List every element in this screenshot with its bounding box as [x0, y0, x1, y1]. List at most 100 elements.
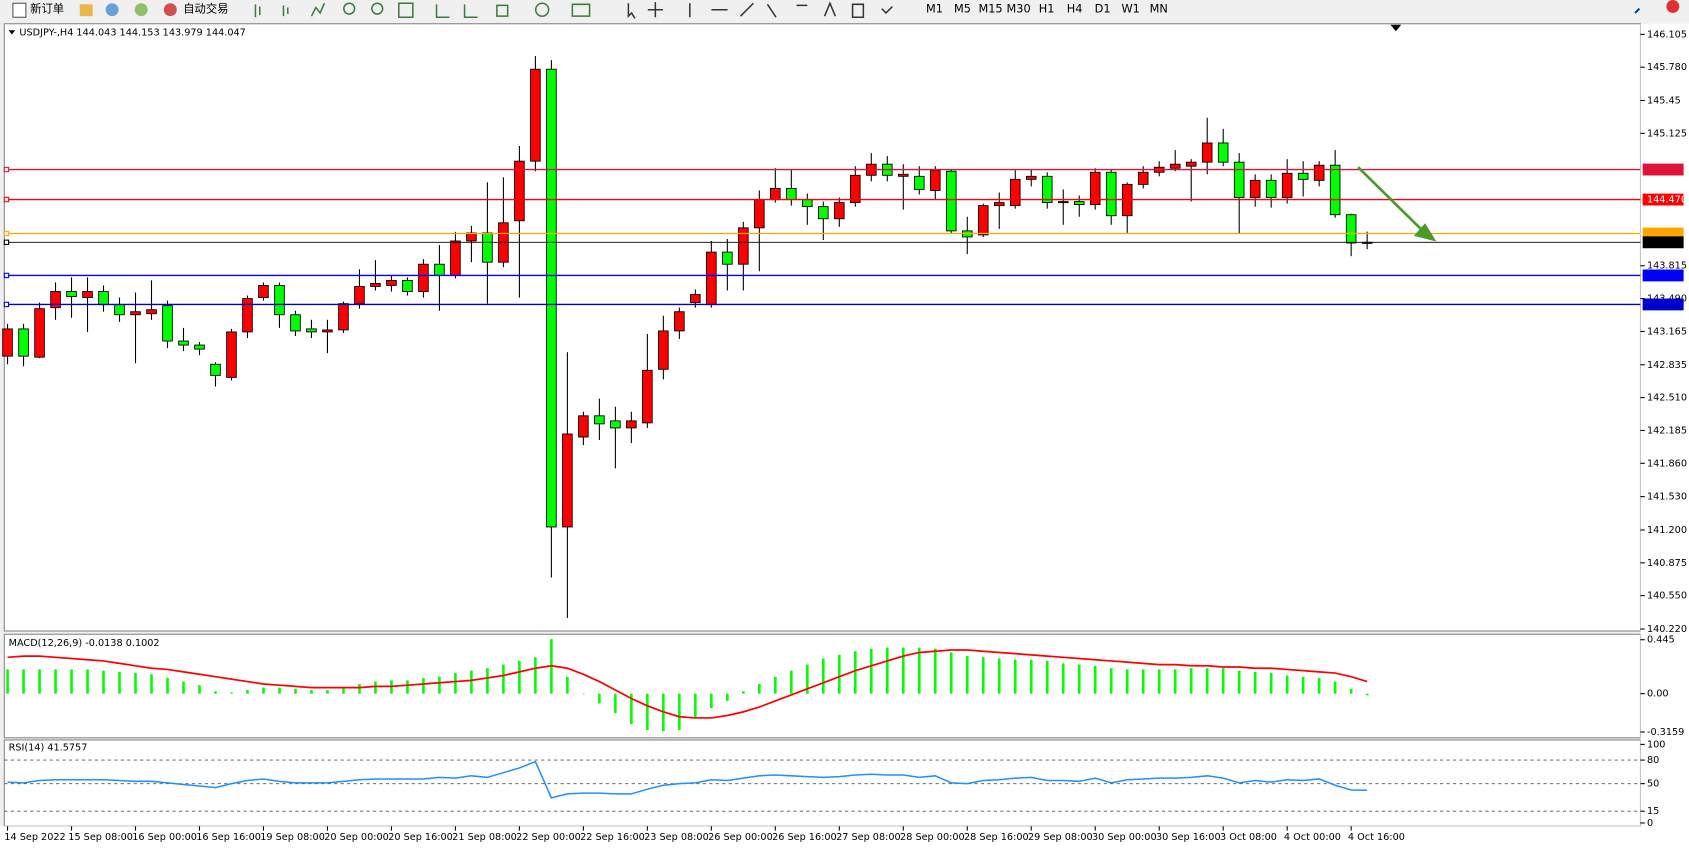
- candle-body: [738, 227, 749, 265]
- candle-body: [898, 173, 909, 177]
- macd-bar: [342, 687, 345, 694]
- candle-body: [706, 251, 717, 306]
- price-axis: [1640, 23, 1689, 827]
- candle-body: [66, 291, 77, 297]
- candle-body: [1217, 142, 1229, 163]
- x-tick-label: 20 Sep 16:00: [388, 832, 453, 843]
- macd-bar: [310, 690, 313, 694]
- macd-bar: [1221, 668, 1225, 694]
- macd-bar: [406, 680, 409, 694]
- timeframe-button[interactable]: M5: [954, 2, 971, 16]
- macd-bar: [1109, 668, 1113, 694]
- candle-body: [1105, 171, 1117, 217]
- macd-bar: [134, 673, 137, 694]
- candle-body: [610, 420, 621, 429]
- toolbar: 新订单 自动交易 M1 M5 M15 M30 H1 H4 D1 W1 MN: [0, 0, 1689, 22]
- candle-body: [98, 291, 109, 306]
- macd-bar: [22, 669, 25, 694]
- y-tick-label: 141.200: [1647, 525, 1687, 536]
- toolbar-bg: [0, 0, 1689, 22]
- rsi-line: [7, 760, 1368, 799]
- timeframe-button[interactable]: M15: [978, 2, 1002, 16]
- timeframe-button[interactable]: MN: [1150, 2, 1168, 16]
- new-order-button[interactable]: 新订单: [30, 2, 64, 16]
- y-tick-label: 15: [1647, 806, 1659, 817]
- y-tick-label: 0.445: [1647, 635, 1675, 646]
- candle-body: [242, 298, 253, 333]
- search-icon[interactable]: [1634, 7, 1641, 14]
- timeframe-button[interactable]: M30: [1007, 2, 1031, 16]
- x-tick-label: 26 Sep 16:00: [772, 832, 837, 843]
- macd-bar: [1253, 671, 1257, 694]
- macd-bar: [981, 657, 985, 694]
- candle-body: [450, 240, 461, 276]
- candle-body: [354, 286, 365, 305]
- level-handle: [3, 230, 10, 237]
- x-tick-label: 26 Sep 00:00: [708, 832, 773, 843]
- candle-body: [226, 331, 237, 378]
- y-tick-label: 145.125: [1647, 128, 1687, 139]
- timeframe-button[interactable]: M1: [926, 2, 943, 16]
- macd-bar: [598, 693, 601, 704]
- y-tick-label: 0.00: [1647, 689, 1669, 700]
- candle-body: [818, 206, 829, 220]
- macd-bar: [438, 676, 441, 694]
- timeframe-button[interactable]: H1: [1039, 2, 1055, 16]
- tool-icons[interactable]: [254, 1, 893, 19]
- macd-bar: [742, 691, 745, 694]
- macd-bar: [1365, 693, 1369, 696]
- macd-bar: [1061, 663, 1065, 694]
- new-order-icon[interactable]: [12, 2, 27, 18]
- candle-body: [178, 340, 189, 346]
- tool-icon[interactable]: [79, 4, 93, 17]
- notification-badge[interactable]: [1666, 0, 1680, 13]
- level-label-bg: [1642, 193, 1684, 206]
- macd-bar: [182, 681, 185, 694]
- timeframe-button[interactable]: W1: [1121, 2, 1139, 16]
- macd-bar: [1157, 669, 1161, 694]
- macd-bar: [1077, 664, 1081, 694]
- candle-body: [322, 329, 333, 333]
- y-tick-label: 145.780: [1647, 62, 1687, 73]
- candle-body: [114, 304, 125, 316]
- candle-body: [1297, 172, 1309, 180]
- x-tick-label: 27 Sep 08:00: [836, 832, 901, 843]
- x-tick-label: 15 Sep 08:00: [68, 832, 133, 843]
- candle-body: [530, 68, 541, 162]
- annotation-arrow: [1357, 166, 1437, 242]
- y-tick-label: 100: [1647, 739, 1665, 750]
- candle-body: [1281, 172, 1293, 198]
- tool-icon[interactable]: [105, 3, 119, 17]
- macd-bar: [1333, 681, 1337, 694]
- tool-icon[interactable]: [134, 3, 148, 17]
- auto-trading-button[interactable]: 自动交易: [183, 2, 228, 16]
- x-tick-label: 28 Sep 16:00: [964, 832, 1029, 843]
- y-tick-label: 143.165: [1647, 326, 1687, 337]
- candle-body: [977, 205, 989, 236]
- macd-bar: [790, 670, 793, 694]
- timeframe-button[interactable]: H4: [1067, 2, 1083, 16]
- macd-bar: [822, 658, 825, 694]
- candle-body: [418, 263, 429, 292]
- macd-bar: [678, 693, 681, 731]
- y-tick-label: 145.45: [1647, 96, 1681, 107]
- auto-trading-icon[interactable]: [163, 3, 177, 17]
- chart-header: USDJPY-,H4 144.043 144.153 143.979 144.0…: [19, 27, 245, 38]
- y-tick-label: 0: [1647, 818, 1653, 829]
- macd-bar: [566, 676, 569, 694]
- macd-signal: [7, 649, 1368, 719]
- rsi-title: RSI(14) 41.5757: [9, 743, 88, 754]
- macd-bar: [917, 647, 921, 694]
- macd-bar: [374, 681, 377, 694]
- y-tick-label: 142.185: [1647, 425, 1687, 436]
- candle-body: [194, 344, 205, 350]
- candle-body: [482, 232, 493, 263]
- timeframe-button[interactable]: D1: [1095, 2, 1111, 16]
- y-tick-label: 140.220: [1647, 624, 1687, 635]
- macd-bar: [166, 677, 169, 694]
- y-tick-label: 143.815: [1647, 261, 1687, 272]
- level-label: 144.470: [1647, 195, 1687, 206]
- candle-body: [1185, 161, 1197, 167]
- candle-body: [1025, 175, 1037, 180]
